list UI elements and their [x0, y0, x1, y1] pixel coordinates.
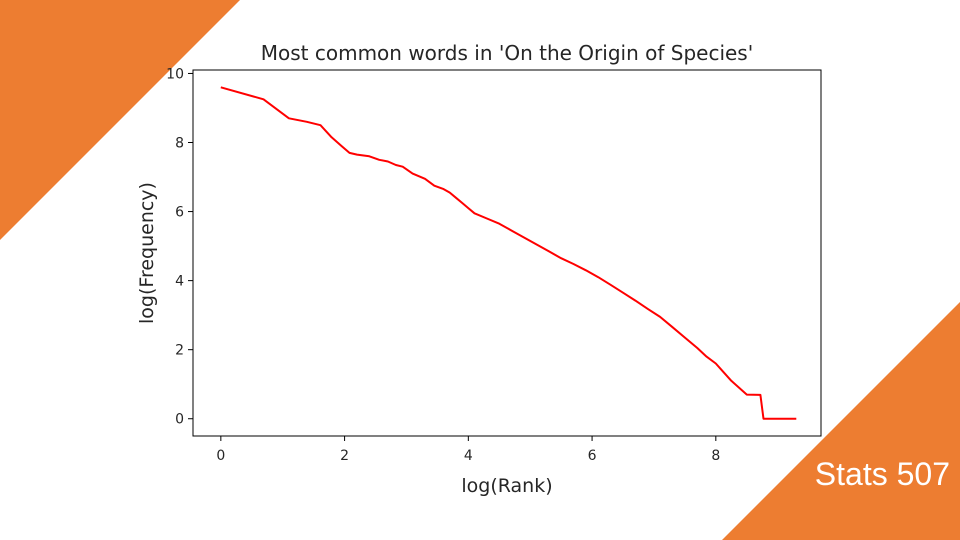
y-tick-label: 8: [175, 136, 184, 152]
x-tick-label: 2: [340, 448, 349, 464]
x-tick-label: 6: [588, 448, 597, 464]
course-label: Stats 507: [814, 456, 950, 492]
y-tick-label: 6: [175, 205, 184, 221]
chart-title: Most common words in 'On the Origin of S…: [261, 41, 753, 65]
x-axis-label: log(Rank): [461, 475, 552, 497]
top-left-accent-triangle: [0, 0, 240, 240]
y-tick-label: 4: [175, 274, 184, 290]
y-axis-label: log(Frequency): [136, 182, 158, 324]
x-tick-label: 4: [464, 448, 473, 464]
y-tick-label: 0: [175, 412, 184, 428]
series-line: [220, 86, 797, 420]
y-tick-label: 2: [175, 343, 184, 359]
y-tick-label: 10: [166, 66, 184, 82]
bottom-right-accent-triangle: [722, 302, 960, 540]
plot-frame: [192, 69, 822, 437]
x-tick-label: 8: [711, 448, 720, 464]
x-tick-label: 0: [216, 448, 225, 464]
